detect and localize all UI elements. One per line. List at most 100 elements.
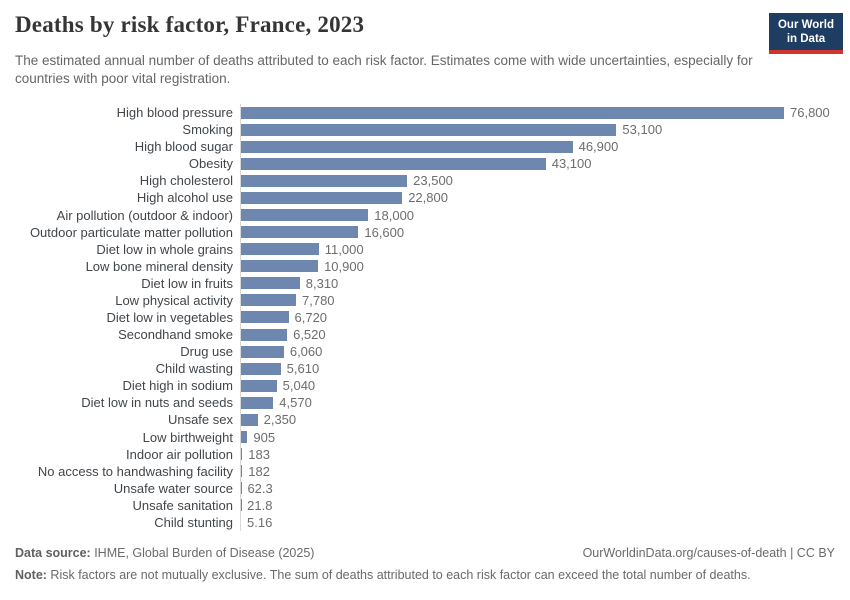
owid-logo[interactable]: Our World in Data (769, 13, 843, 55)
bar-label: Diet low in whole grains (96, 241, 233, 257)
bar[interactable] (241, 226, 359, 239)
bar-value: 5.16 (247, 514, 273, 530)
bar[interactable] (241, 294, 296, 307)
bar-row: Air pollution (outdoor & indoor) 18,000 (12, 206, 838, 224)
bar[interactable] (241, 174, 408, 187)
bar-label: Diet low in nuts and seeds (81, 395, 233, 411)
bar-track: 22,800 (240, 189, 838, 207)
bar-value: 62.3 (247, 480, 273, 496)
bar-track: 6,520 (240, 326, 838, 344)
bar-label: Diet high in sodium (122, 378, 233, 394)
bar-row: Diet high in sodium 5,040 (12, 377, 838, 395)
bar-label: Child stunting (154, 514, 233, 530)
bar-value: 5,610 (286, 361, 320, 377)
bar-row: Outdoor particulate matter pollution 16,6… (12, 223, 838, 241)
bar-row: Indoor air pollution 183 (12, 445, 838, 463)
bar-value: 183 (248, 446, 270, 462)
bar-label: Air pollution (outdoor & indoor) (56, 207, 233, 223)
bar-value: 76,800 (790, 105, 830, 121)
bar-track: 183 (240, 445, 838, 463)
data-source-label: Data source: (15, 546, 91, 560)
bar-value: 6,060 (289, 344, 323, 360)
bar-track: 5,040 (240, 377, 838, 395)
bar-row: High cholesterol 23,500 (12, 172, 838, 190)
bar[interactable] (241, 413, 258, 426)
bar-value: 22,800 (408, 190, 448, 206)
bar-row: Smoking 53,100 (12, 121, 838, 139)
bar-label: No access to handwashing facility (37, 463, 233, 479)
bar-track: 62.3 (240, 479, 838, 497)
bar[interactable] (241, 277, 300, 290)
bar[interactable] (241, 209, 369, 221)
footer-line: Data source: IHME, Global Burden of Dise… (15, 546, 835, 560)
bar-track: 43,100 (240, 155, 838, 173)
owid-logo-line1: Our World (777, 19, 834, 31)
bar-label: High cholesterol (139, 173, 233, 189)
bar-row: High blood pressure 76,800 (12, 104, 838, 122)
bar-label: High alcohol use (136, 190, 233, 206)
bar-label: Unsafe sex (167, 412, 233, 428)
bar[interactable] (241, 448, 243, 461)
bar[interactable] (241, 243, 319, 256)
bar-row: Low physical activity 7,780 (12, 291, 838, 309)
bar-track: 905 (240, 428, 838, 446)
page-title: Deaths by risk factor, France, 2023 (15, 12, 365, 37)
bar-value: 21.8 (247, 497, 273, 513)
data-source: Data source: IHME, Global Burden of Dise… (15, 546, 314, 560)
bar[interactable] (241, 396, 274, 409)
bar[interactable] (241, 431, 248, 444)
bar-track: 10,900 (240, 257, 838, 275)
bar-track: 6,720 (240, 308, 838, 327)
bar[interactable] (241, 140, 573, 153)
bar[interactable] (241, 465, 243, 478)
bar-label: Secondhand smoke (118, 327, 233, 343)
bar-value: 10,900 (324, 258, 364, 274)
bar-label: High blood sugar (134, 139, 233, 155)
bar-value: 53,100 (622, 122, 663, 138)
bar-value: 11,000 (324, 241, 364, 257)
citation-link[interactable]: OurWorldinData.org/causes-of-death | CC … (582, 546, 835, 560)
bar-track: 7,780 (240, 291, 838, 309)
bar-label: Low physical activity (115, 292, 233, 308)
bar[interactable] (241, 311, 289, 324)
footnote-text: Risk factors are not mutually exclusive.… (46, 568, 751, 582)
bar-label: Diet low in vegetables (106, 309, 233, 325)
bar-track: 5,610 (240, 360, 838, 378)
bar-track: 182 (240, 462, 838, 480)
bar-row: Diet low in nuts and seeds 4,570 (12, 394, 838, 412)
bar-label: Obesity (188, 156, 233, 172)
bar-value: 18,000 (374, 207, 415, 223)
bar-label: Unsafe sanitation (132, 497, 233, 513)
bar[interactable] (241, 379, 277, 392)
bar-row: Diet low in vegetables 6,720 (12, 308, 838, 327)
bar-value: 43,100 (551, 156, 592, 172)
bar-value: 905 (253, 429, 276, 445)
bar-row: Unsafe water source 62.3 (12, 479, 838, 497)
bar-row: Child wasting 5,610 (12, 360, 838, 378)
bar-row: Low birthweight 905 (12, 428, 838, 446)
bar[interactable] (241, 191, 403, 204)
bar-row: Secondhand smoke 6,520 (12, 326, 838, 344)
bar-row: No access to handwashing facility 182 (12, 462, 838, 480)
bar[interactable] (241, 362, 281, 375)
bar-row: Child stunting 5.16 (12, 513, 838, 531)
bar[interactable] (241, 123, 617, 136)
bar-track: 8,310 (240, 274, 838, 292)
bar-row: Diet low in fruits 8,310 (12, 274, 838, 292)
bar[interactable] (241, 157, 546, 170)
bar-label: Low bone mineral density (85, 258, 233, 274)
bar[interactable] (241, 106, 784, 119)
bar[interactable] (241, 345, 284, 358)
bar-value: 182 (248, 463, 270, 479)
bar-row: Unsafe sex 2,350 (12, 411, 838, 429)
bar-label: Indoor air pollution (126, 446, 233, 462)
chart-subtitle: The estimated annual number of deaths at… (15, 53, 753, 86)
bar[interactable] (241, 328, 288, 341)
bar-value: 5,040 (282, 378, 316, 394)
bar[interactable] (241, 260, 319, 273)
bar-row: Drug use 6,060 (12, 343, 838, 361)
bar-value: 2,350 (263, 412, 297, 428)
bar-value: 16,600 (364, 224, 405, 240)
bar-track: 2,350 (240, 411, 838, 429)
